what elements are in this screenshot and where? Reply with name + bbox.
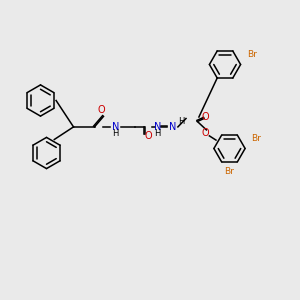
Text: Br: Br xyxy=(225,167,234,176)
Text: O: O xyxy=(145,131,152,141)
Text: H: H xyxy=(178,117,185,126)
Text: Br: Br xyxy=(247,50,257,58)
Text: H: H xyxy=(154,129,161,138)
Text: Br: Br xyxy=(251,134,260,142)
Text: N: N xyxy=(154,122,161,132)
Text: H: H xyxy=(112,129,119,138)
Text: O: O xyxy=(202,112,210,122)
Text: O: O xyxy=(97,105,105,116)
Text: O: O xyxy=(202,128,209,138)
Text: N: N xyxy=(112,122,119,132)
Text: N: N xyxy=(169,122,176,132)
